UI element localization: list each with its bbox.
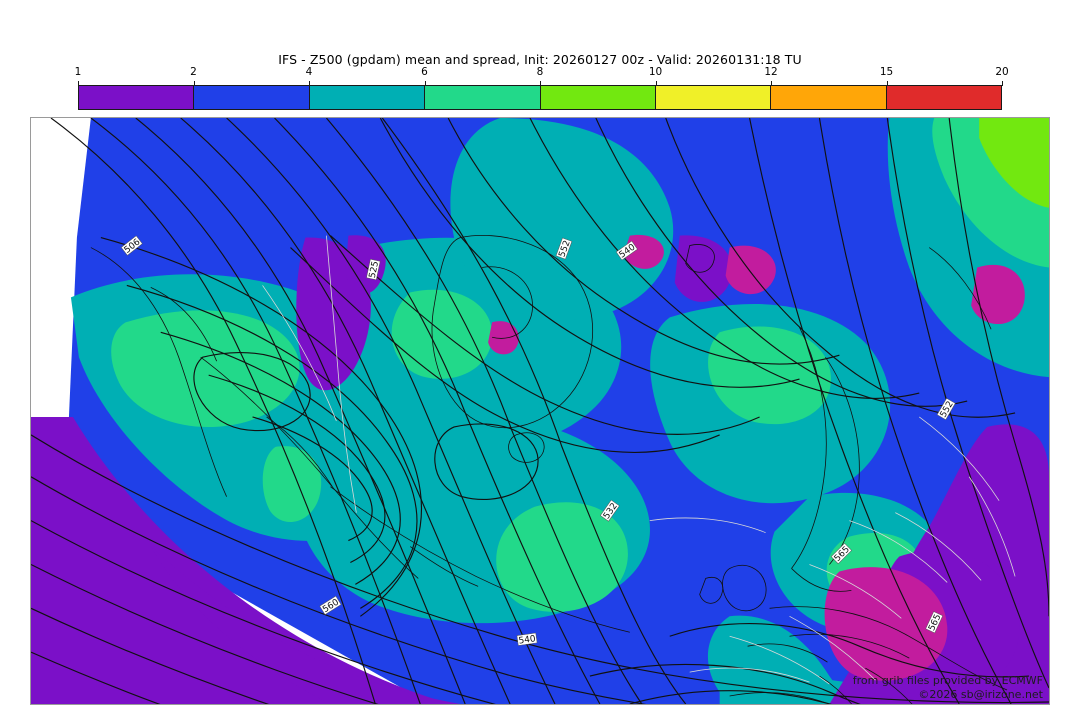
svg-text:540: 540 (518, 634, 537, 646)
colorbar-tick-6: 6 (421, 66, 428, 78)
contour-label: 560 (319, 595, 342, 615)
contour-label: 540 (516, 632, 538, 647)
colorbar-tickmark-4 (309, 81, 310, 86)
spread-band-purple-sw2 (150, 546, 461, 704)
country-border-layer (262, 235, 1016, 685)
colorbar-tick-4: 4 (305, 66, 313, 78)
colorbar-segment-10-12 (655, 86, 772, 109)
colorbar-tick-1: 1 (74, 66, 82, 78)
page-title: IFS - Z500 (gpdam) mean and spread, Init… (278, 52, 802, 67)
spread-band-green-central (391, 289, 493, 379)
colorbar-segment-15-20 (886, 86, 1001, 109)
spread-band-green-strip-w (262, 446, 322, 523)
colorbar-segment-8-10 (540, 86, 656, 109)
colorbar-tickmark-12 (771, 81, 772, 86)
colorbar-segment-4-6 (309, 86, 426, 109)
colorbar-tickmark-1 (78, 81, 79, 86)
colorbar-tickmark-10 (655, 81, 657, 86)
colorbar-tick-labels: 1 2 4 6 8 10 12 15 20 (74, 66, 1009, 83)
colorbar-tickmark-15 (886, 81, 888, 86)
colorbar-segment-12-15 (771, 86, 887, 109)
colorbar-segment-1-2 (79, 86, 195, 109)
spread-band-purple-svalbard (674, 235, 733, 302)
colorbar-segment-2-4 (194, 86, 310, 109)
colorbar-tick-2: 2 (190, 66, 197, 78)
spread-band-greenyellow-ne (979, 118, 1049, 208)
colorbar-tick-20: 20 (995, 66, 1009, 78)
colorbar-tickmark-2 (193, 81, 195, 86)
colorbar-gradient-bar (78, 85, 1002, 110)
colorbar-tick-15: 15 (879, 66, 894, 78)
colorbar-segment-6-8 (425, 86, 541, 109)
spread-band-green-scotland (708, 326, 831, 425)
spread-band-magenta-greenland (488, 321, 519, 355)
colorbar: 1 2 4 6 8 10 12 15 20 (74, 66, 1009, 112)
spread-band-magenta-se (725, 245, 776, 295)
map-panel[interactable]: 5065255525405325405605655805525655655655… (30, 117, 1050, 705)
spread-band-green-west (111, 310, 300, 427)
colorbar-tick-12: 12 (764, 66, 778, 78)
weather-map-svg: 5065255525405325405605655805525655655655… (31, 118, 1049, 704)
spread-band-magenta-arctic (623, 234, 664, 269)
colorbar-tick-marks (78, 81, 1003, 86)
colorbar-tickmark-8 (540, 81, 541, 86)
contour-line-layer (31, 118, 1049, 704)
spread-band-magenta-balkan (824, 567, 948, 681)
colorbar-tick-8: 8 (536, 66, 544, 78)
contour-label: 525 (366, 258, 381, 281)
spread-band-purple-sw (31, 416, 451, 704)
spread-shading-layer (31, 118, 1049, 704)
svg-text:525: 525 (368, 260, 381, 279)
spread-band-magenta-e (971, 264, 1025, 325)
coastline-layer (90, 235, 1008, 704)
colorbar-tickmark-6 (424, 81, 426, 86)
colorbar-tick-10: 10 (648, 66, 663, 78)
colorbar-tickmark-20 (1002, 81, 1003, 86)
